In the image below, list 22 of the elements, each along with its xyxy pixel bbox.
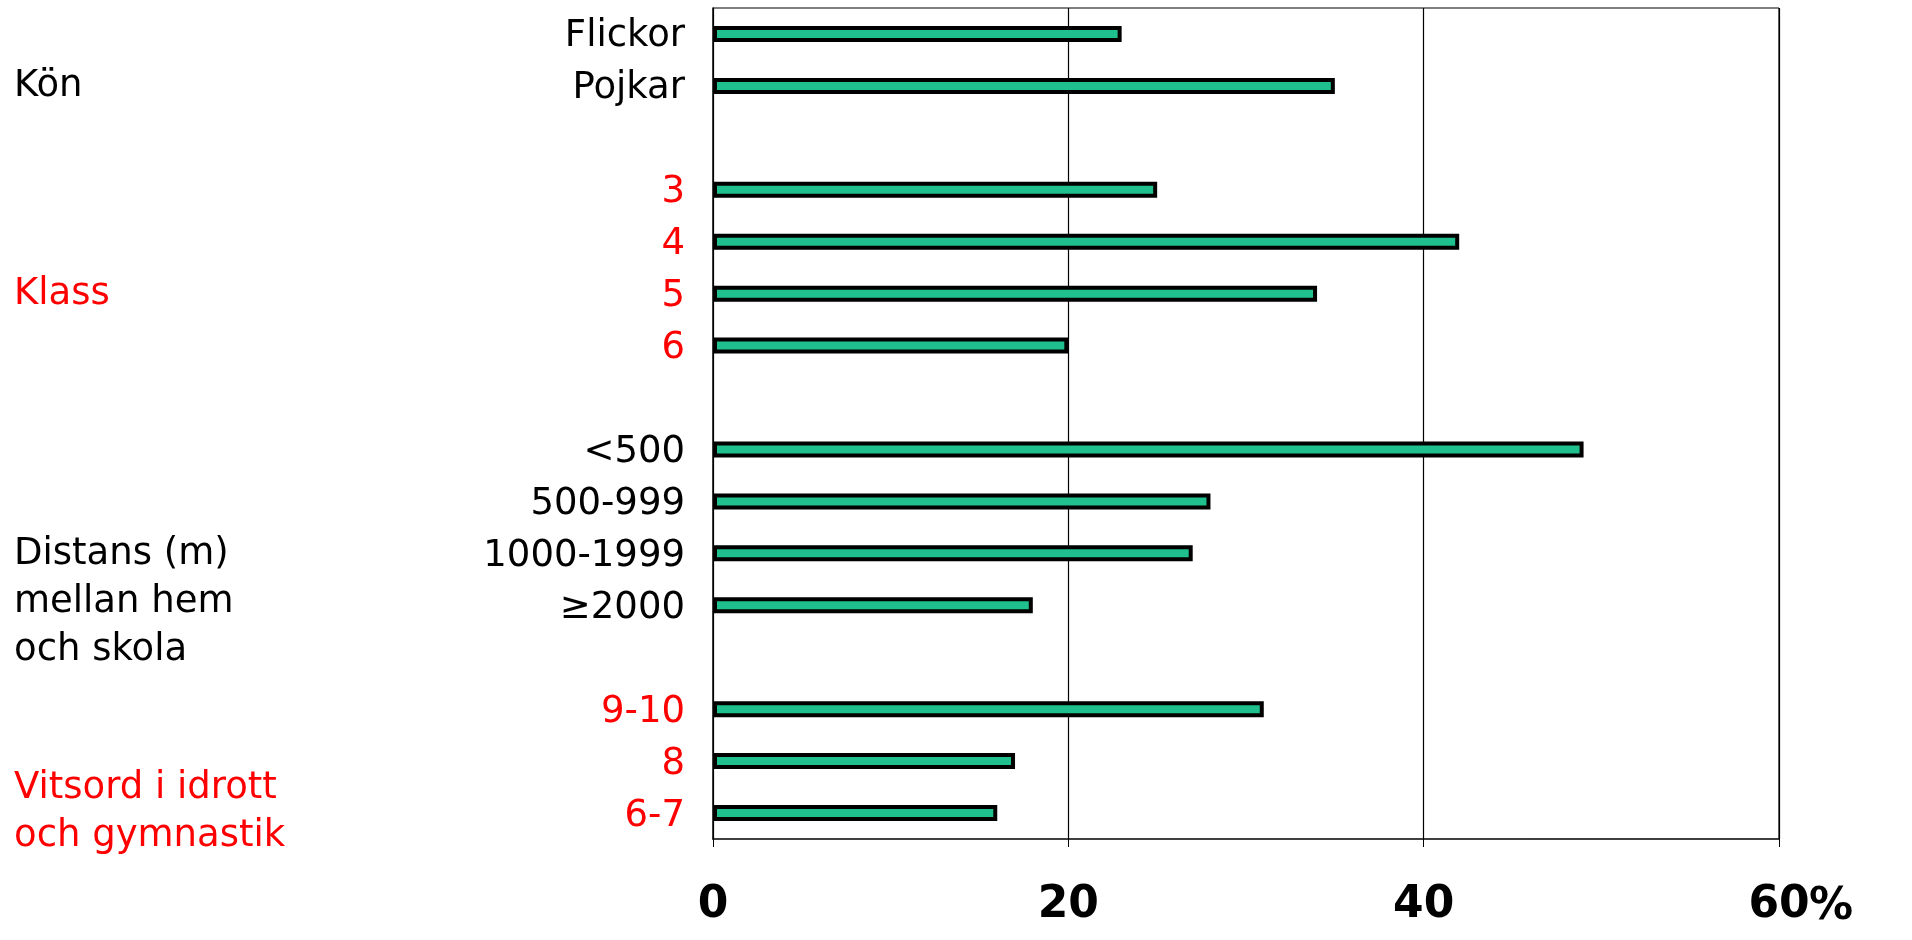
y-tick-label: 6-7	[624, 791, 685, 835]
y-tick-label: Pojkar	[572, 64, 686, 108]
y-tick-label: <500	[583, 427, 685, 471]
text: Distans (m) mellan hem och skola	[14, 529, 234, 669]
y-tick-label: ≥2000	[559, 583, 685, 627]
text: Vitsord i idrott och gymnastik	[14, 763, 286, 855]
x-tick-label: 60	[1748, 875, 1810, 927]
x-tick-label: 20	[1037, 875, 1099, 927]
x-tick-label: 0	[697, 875, 729, 927]
y-tick-label: 8	[661, 739, 685, 783]
y-tick-label: Flickor	[564, 12, 686, 56]
y-tick-label: 1000-1999	[483, 531, 685, 575]
text: Klass	[14, 270, 110, 314]
x-axis-title: %	[1809, 877, 1854, 929]
y-tick-label: 500-999	[530, 479, 685, 523]
y-tick-label: 3	[661, 168, 685, 212]
x-tick-label: 40	[1393, 875, 1455, 927]
y-tick-label: 9-10	[601, 687, 685, 731]
text: Kön	[14, 62, 83, 106]
y-tick-label: 6	[661, 324, 685, 368]
y-tick-label: 4	[661, 220, 685, 264]
y-tick-label: 5	[661, 272, 685, 316]
